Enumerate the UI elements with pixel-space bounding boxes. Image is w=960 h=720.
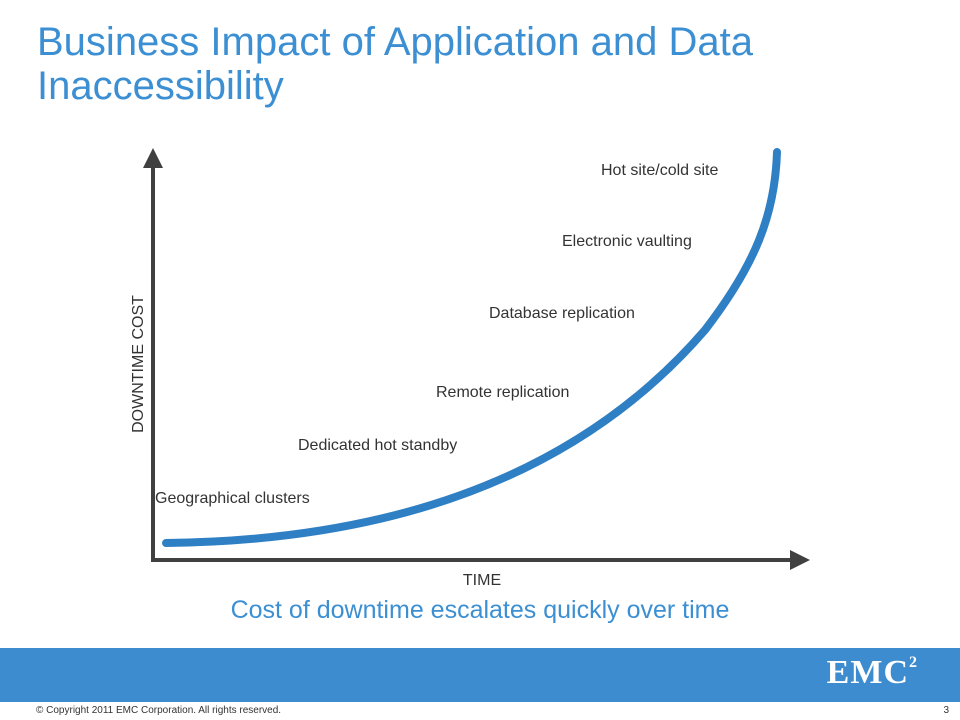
emc-logo: EMC2 [827, 654, 918, 692]
page-number: 3 [943, 705, 949, 716]
point-label-database-replication: Database replication [489, 305, 635, 322]
footer-band: EMC2 [0, 648, 960, 702]
point-label-geographical-clusters: Geographical clusters [155, 490, 310, 507]
copyright-text: © Copyright 2011 EMC Corporation. All ri… [36, 705, 282, 716]
slide-title: Business Impact of Application and Data … [37, 20, 937, 108]
cost-curve [162, 148, 781, 547]
logo-text: EMC [826, 654, 909, 691]
slide-title-line2: Inaccessibility [37, 64, 284, 108]
point-label-dedicated-hot-standby: Dedicated hot standby [298, 437, 457, 454]
y-axis-label: DOWNTIME COST [130, 295, 147, 433]
point-label-remote-replication: Remote replication [436, 384, 569, 401]
point-label-hot-site-cold-site: Hot site/cold site [601, 162, 718, 179]
x-axis-label: TIME [463, 572, 501, 589]
logo-superscript: 2 [909, 653, 918, 671]
slide-subtitle: Cost of downtime escalates quickly over … [230, 596, 730, 624]
footer: © Copyright 2011 EMC Corporation. All ri… [0, 702, 960, 720]
point-label-electronic-vaulting: Electronic vaulting [562, 233, 692, 250]
slide-title-line1: Business Impact of Application and Data [37, 20, 753, 64]
